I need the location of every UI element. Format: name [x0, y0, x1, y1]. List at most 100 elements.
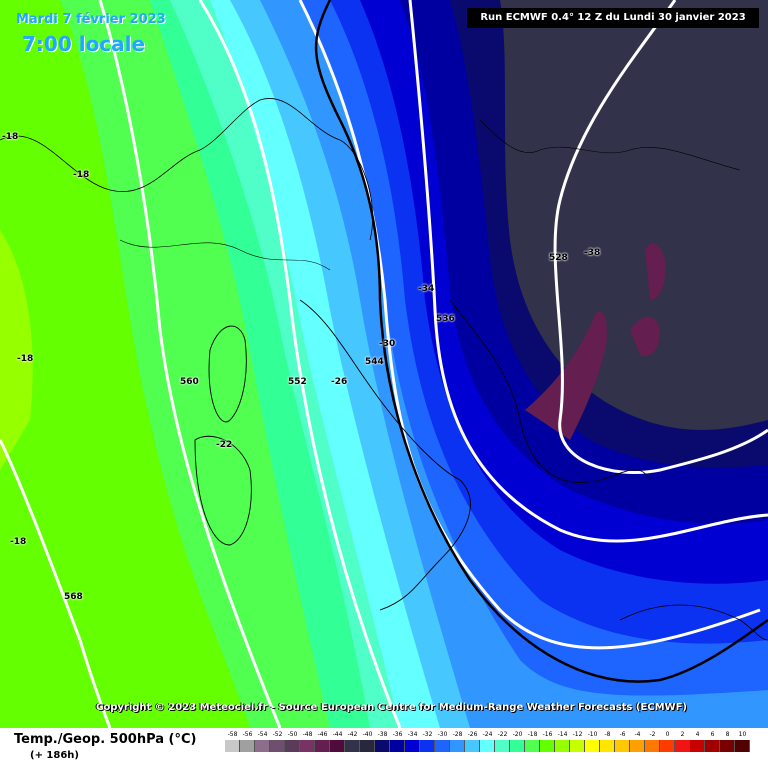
scale-tick-label: -38: [377, 731, 388, 738]
scale-tick-label: -4: [634, 731, 641, 738]
scale-tick-label: -24: [482, 731, 493, 738]
scale-tick-label: -10: [587, 731, 598, 738]
color-scale: -58 -56 -54 -52 -50 -48 -46 -44 -42 -40 -38 -36 -34-…: [225, 728, 750, 768]
scale-color-cell: [465, 740, 480, 752]
copyright-text: Copyright © 2023 Meteociel.fr - Source E…: [96, 702, 687, 713]
temp-label: -26: [331, 377, 348, 387]
coastline-balkans: [449, 299, 651, 483]
border-west: [119, 239, 331, 271]
temp-label: -22: [216, 440, 233, 450]
scale-color-cell: [570, 740, 585, 752]
geo-line-568: [0, 439, 112, 728]
scale-tick-label: -12: [572, 731, 583, 738]
scale-color-cell: [555, 740, 570, 752]
temp-label: -18: [73, 170, 90, 180]
scale-tick-label: -32: [422, 731, 433, 738]
coastline-africa: [619, 604, 768, 641]
scale-color-cell: [510, 740, 525, 752]
scale-tick-label: 4: [695, 731, 700, 738]
scale-color-cell: [495, 740, 510, 752]
geo-line-536: [408, 0, 768, 543]
band-minus-40: [500, 0, 768, 430]
scale-tick-label: -6: [619, 731, 626, 738]
scale-tick-label: -50: [287, 731, 298, 738]
scale-color-cell: [720, 740, 735, 752]
scale-color-cell: [405, 740, 420, 752]
scale-tick-label: -28: [452, 731, 463, 738]
scale-color-cell: [585, 740, 600, 752]
scale-tick-label: -2: [649, 731, 656, 738]
scale-color-cell: [240, 740, 255, 752]
scale-color-cell: [315, 740, 330, 752]
scale-color-cell: [645, 740, 660, 752]
footer-bar: Temp./Geop. 500hPa (°C) (+ 186h) -58 -56-…: [0, 728, 768, 768]
scale-tick-label: -14: [557, 731, 568, 738]
island-corsica: [208, 325, 247, 423]
scale-tick-label: 6: [710, 731, 715, 738]
temp-label: -38: [584, 248, 601, 258]
scale-color-cell: [270, 740, 285, 752]
product-title: Temp./Geop. 500hPa (°C): [14, 732, 197, 747]
geo-label: 536: [436, 314, 455, 324]
lead-time: (+ 186h): [30, 750, 79, 761]
island-sardinia: [194, 435, 252, 546]
scale-color-cell: [300, 740, 315, 752]
scale-color-cell: [435, 740, 450, 752]
geo-line-552: [198, 0, 402, 728]
scale-tick-label: -22: [497, 731, 508, 738]
scale-color-cell: [285, 740, 300, 752]
scale-color-cell: [540, 740, 555, 752]
geo-label: 568: [64, 592, 83, 602]
scale-tick-label: 2: [680, 731, 685, 738]
scale-color-cell: [660, 740, 675, 752]
scale-color-cell: [420, 740, 435, 752]
scale-tick-label: -56: [242, 731, 253, 738]
scale-color-cell: [480, 740, 495, 752]
scale-tick-label: 10: [738, 731, 747, 738]
cold-pocket-3: [630, 316, 660, 357]
scale-tick-label: -30: [437, 731, 448, 738]
scale-color-cell: [390, 740, 405, 752]
temp-label: -18: [2, 132, 19, 142]
scale-tick-label: -26: [467, 731, 478, 738]
scale-color-cell: [735, 740, 750, 752]
cold-pocket-2: [645, 243, 666, 300]
scale-tick-label: -18: [527, 731, 538, 738]
scale-color-cell: [255, 740, 270, 752]
coastline-north: [0, 98, 374, 241]
scale-color-cell: [525, 740, 540, 752]
scale-tick-label: -52: [272, 731, 283, 738]
scale-tick-label: -44: [332, 731, 343, 738]
geo-label: 528: [549, 253, 568, 263]
isotherm-minus-30: [314, 0, 768, 683]
cold-pocket-1: [525, 310, 607, 440]
scale-tick-label: 8: [725, 731, 730, 738]
scale-tick-label: -34: [407, 731, 418, 738]
scale-tick-label: -58: [227, 731, 238, 738]
forecast-time: 7:00 locale: [22, 32, 146, 56]
temp-label: -30: [379, 339, 396, 349]
geo-label: 552: [288, 377, 307, 387]
scale-color-cell: [690, 740, 705, 752]
scale-tick-label: -40: [362, 731, 373, 738]
forecast-date: Mardi 7 février 2023: [16, 12, 166, 27]
scale-tick-label: -36: [392, 731, 403, 738]
scale-color-cell: [345, 740, 360, 752]
scale-color-cell: [675, 740, 690, 752]
scale-color-cell: [450, 740, 465, 752]
scale-tick-label: -46: [317, 731, 328, 738]
geo-label: 560: [180, 377, 199, 387]
scale-color-cell: [615, 740, 630, 752]
border-central: [479, 119, 741, 171]
scale-tick-label: -42: [347, 731, 358, 738]
scale-color-cell: [360, 740, 375, 752]
temp-label: -18: [17, 354, 34, 364]
scale-color-cell: [705, 740, 720, 752]
scale-color-cell: [330, 740, 345, 752]
geo-line-528: [553, 0, 768, 475]
scale-tick-label: -54: [257, 731, 268, 738]
scale-tick-label: -8: [604, 731, 611, 738]
band-minus-14: [0, 230, 33, 470]
geo-label: 544: [365, 357, 384, 367]
scale-tick-label: -16: [542, 731, 553, 738]
